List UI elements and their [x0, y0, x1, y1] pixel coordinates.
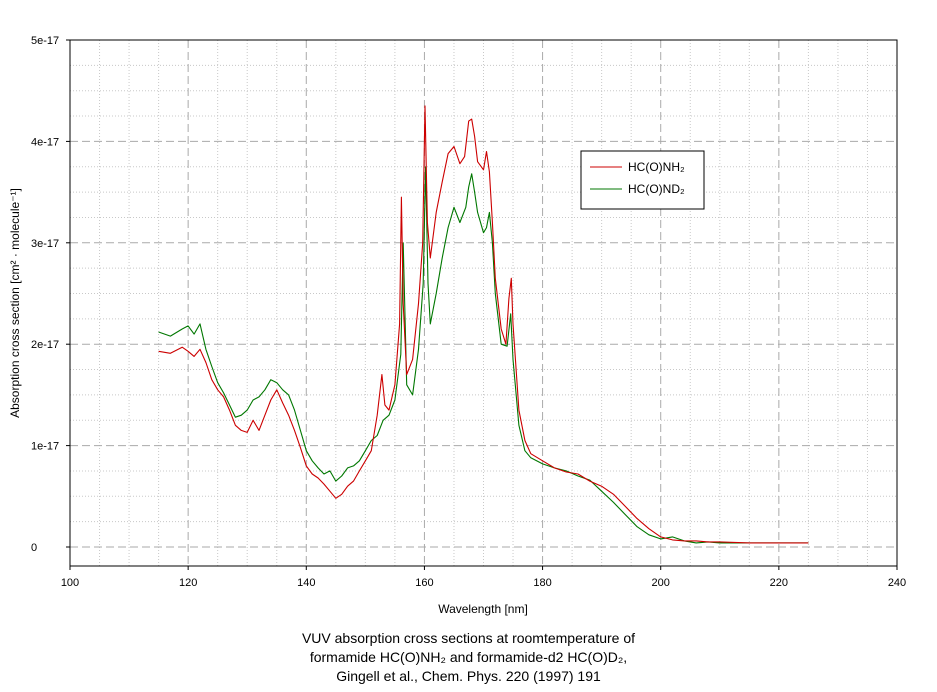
legend-label-nh2: HC(O)NH₂	[628, 160, 685, 174]
axis-ticks: 100 120 140 160 180 200 220 240 0 1e-17 2e-17 3e-17…	[31, 35, 906, 589]
x-tick-label: 200	[652, 577, 670, 589]
x-tick-label: 220	[770, 577, 788, 589]
legend-box	[580, 150, 705, 210]
series-lines	[158, 105, 809, 544]
caption-line-1: VUV absorption cross sections at roomtem…	[301, 630, 636, 646]
x-tick-label: 140	[297, 577, 315, 589]
series-line-nh2	[158, 105, 809, 544]
caption-line-3: Gingell et al., Chem. Phys. 220 (1997) 1…	[336, 668, 601, 684]
series-line-nd2	[158, 166, 809, 544]
x-tick-label: 160	[415, 577, 433, 589]
x-axis-title: Wavelength [nm]	[438, 602, 528, 616]
legend-label-nd2: HC(O)ND₂	[628, 182, 685, 196]
y-tick-label: 3e-17	[31, 238, 59, 250]
x-tick-label: 240	[888, 577, 906, 589]
x-tick-label: 120	[179, 577, 197, 589]
y-tick-label: 0	[31, 542, 37, 554]
plot-frame	[69, 39, 898, 567]
legend: HC(O)NH₂ HC(O)ND₂	[580, 150, 705, 210]
y-tick-label: 1e-17	[31, 441, 59, 453]
figure-caption: VUV absorption cross sections at roomtem…	[0, 629, 937, 686]
y-tick-label: 4e-17	[31, 136, 59, 148]
y-tick-label: 5e-17	[31, 35, 59, 47]
y-tick-label: 2e-17	[31, 339, 59, 351]
x-tick-label: 180	[533, 577, 551, 589]
caption-line-2: formamide HC(O)NH₂ and formamide-d2 HC(O…	[309, 649, 628, 665]
x-tick-label: 100	[61, 577, 79, 589]
grid	[70, 39, 897, 566]
y-axis-title: Absorption cross section [cm² · molecule…	[8, 188, 22, 418]
